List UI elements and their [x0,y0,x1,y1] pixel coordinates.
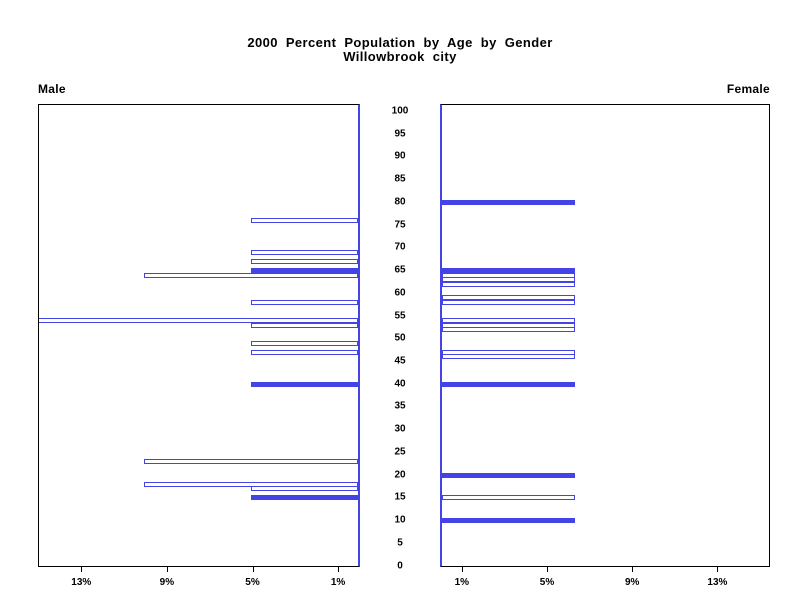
female-panel-label: Female [726,82,770,96]
female-axis-tick-13 [717,567,719,572]
age-tick-label-15: 15 [394,491,406,503]
age-tick-label-25: 25 [394,446,406,458]
male-bar-age-53 [251,322,358,328]
age-tick-label-50: 50 [394,332,406,344]
chart-title-line2: Willowbrook city [343,49,457,64]
male-bar-age-54 [39,318,358,324]
age-tick-label-55: 55 [394,310,406,321]
female-bar-age-40 [442,381,575,387]
age-tick-label-10: 10 [394,514,406,526]
female-bar-age-52 [442,327,575,333]
male-bar-age-58 [251,299,358,305]
age-tick-label-95: 95 [394,128,406,140]
female-axis-tick-label-9: 9% [624,577,640,588]
female-bar-age-10 [442,518,575,523]
female-bar-age-62 [442,281,575,287]
male-bar-age-40 [251,381,358,387]
female-bar-age-64 [442,272,575,278]
age-tick-label-80: 80 [394,196,406,208]
male-panel [38,104,360,567]
male-bar-age-17 [251,486,358,492]
male-axis-tick-13 [81,567,83,572]
age-tick-label-40: 40 [394,378,406,390]
female-bar-age-58 [442,299,575,305]
female-panel [440,104,770,567]
female-axis-tick-label-13: 13% [707,577,728,588]
male-bar-age-76 [251,218,358,224]
age-tick-label-35: 35 [394,400,406,412]
male-bar-age-15 [251,495,358,501]
male-axis-tick-label-5: 5% [245,577,260,588]
age-tick-label-30: 30 [394,423,406,435]
female-bar-age-65 [442,268,575,274]
female-bar-age-15 [442,495,575,501]
age-tick-label-100: 100 [391,105,409,117]
chart-title-line1: 2000 Percent Population by Age by Gender [247,35,553,50]
female-axis-tick-5 [547,567,548,572]
age-tick-label-70: 70 [394,241,406,253]
age-tick-label-20: 20 [394,469,406,481]
female-bar-age-20 [442,472,575,478]
female-axis-tick-1 [461,567,463,572]
male-bar-age-64 [144,272,358,278]
male-bar-age-65 [251,268,358,274]
female-bar-age-53 [442,322,575,328]
female-bar-age-59 [442,295,575,301]
age-tick-label-75: 75 [394,219,406,231]
age-tick-label-65: 65 [394,264,406,276]
male-panel-label: Male [38,82,66,96]
age-tick-label-5: 5 [397,537,403,549]
age-tick-label-45: 45 [394,355,406,367]
male-axis-tick-9 [166,567,168,572]
male-axis-tick-label-9: 9% [159,577,175,588]
age-tick-label-85: 85 [394,173,406,185]
male-axis-tick-label-1: 1% [330,577,346,588]
male-axis-tick-1 [338,567,340,572]
male-bar-age-47 [251,349,358,355]
chart-title: 2000 Percent Population by Age by Gender… [0,36,800,64]
female-axis-tick-9 [632,567,634,572]
female-axis-tick-label-5: 5% [539,577,555,588]
male-bar-age-69 [251,249,358,255]
age-tick-label-0: 0 [397,560,403,571]
male-bar-age-23 [144,459,358,464]
male-bar-age-67 [251,259,358,264]
female-bar-age-46 [442,354,575,360]
female-bar-age-80 [442,199,575,205]
male-axis-tick-label-13: 13% [71,577,92,588]
age-tick-label-60: 60 [394,287,406,299]
female-axis-tick-label-1: 1% [454,577,470,588]
age-tick-label-90: 90 [394,150,406,162]
male-axis-tick-5 [252,567,254,572]
male-bar-age-49 [251,340,358,346]
